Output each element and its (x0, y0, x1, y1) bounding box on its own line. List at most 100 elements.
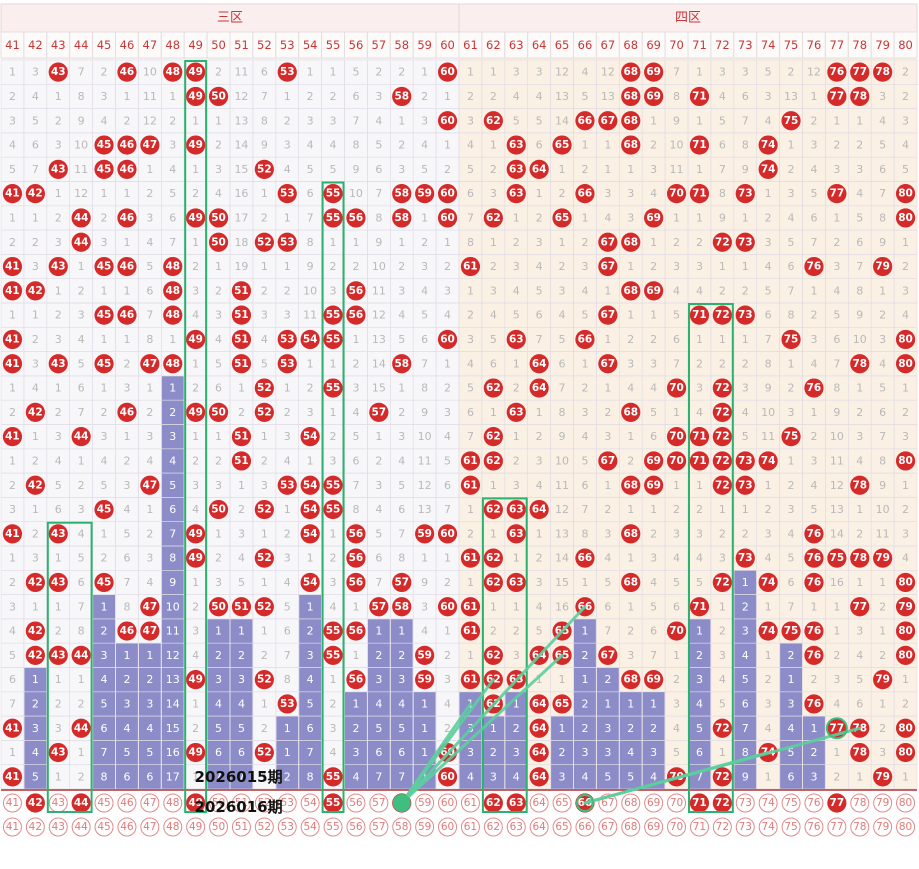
miss-count: 16 (234, 187, 248, 200)
column-header-label: 45 (97, 38, 112, 52)
hit-ball (117, 62, 137, 82)
miss-count: 5 (375, 527, 382, 540)
miss-count: 4 (536, 600, 543, 613)
hit-number: 67 (601, 309, 616, 321)
miss-count: 7 (719, 163, 726, 176)
miss-count: 13 (601, 90, 615, 103)
miss-count: 5 (810, 187, 817, 200)
hit-number: 44 (74, 236, 89, 248)
miss-count: 2 (879, 649, 886, 662)
hit-number: 51 (234, 455, 249, 467)
hit-ball (552, 694, 572, 714)
total-number: 52 (258, 797, 271, 809)
miss-count: 2 (788, 382, 795, 395)
miss-count: 2 (742, 357, 749, 370)
miss-count: 12 (830, 479, 844, 492)
miss-count: 4 (742, 649, 749, 662)
miss-count: 1 (490, 139, 497, 152)
hit-number: 55 (326, 188, 341, 200)
hit-ball (895, 451, 916, 471)
miss-count: 4 (146, 454, 153, 467)
hit-ball (117, 305, 137, 325)
miss-count: 7 (398, 770, 405, 783)
miss-count: 4 (32, 746, 39, 759)
hit-ball (850, 86, 870, 107)
miss-count: 2 (261, 454, 268, 467)
miss-count: 1 (32, 430, 39, 443)
hit-number: 62 (486, 382, 501, 394)
hit-ball (712, 378, 732, 398)
hit-ball (437, 208, 458, 228)
hit-number: 68 (623, 236, 638, 248)
miss-count: 2 (604, 673, 611, 686)
hit-ball (850, 354, 870, 374)
hit-number: 78 (875, 66, 890, 78)
miss-count: 5 (559, 333, 566, 346)
miss-count: 10 (853, 333, 867, 346)
total-ball-outline (209, 817, 229, 837)
total-number: 42 (29, 821, 42, 833)
miss-count: 3 (398, 430, 405, 443)
total-ball-outline (140, 817, 160, 837)
miss-count: 3 (627, 649, 634, 662)
miss-count: 1 (673, 479, 680, 492)
hit-ball (2, 329, 23, 350)
miss-count: 9 (261, 139, 268, 152)
column-header-label: 41 (5, 38, 20, 52)
miss-count: 1 (146, 649, 153, 662)
miss-count: 3 (490, 187, 497, 200)
hit-ball (873, 670, 893, 690)
miss-count: 4 (581, 430, 588, 443)
miss-count: 2 (627, 625, 634, 638)
miss-count: 3 (169, 430, 176, 443)
miss-count: 1 (833, 600, 840, 613)
hit-number: 60 (440, 188, 455, 200)
hit-number: 73 (738, 309, 753, 321)
miss-count: 1 (146, 163, 153, 176)
miss-count: 3 (444, 284, 451, 297)
hit-ball (94, 572, 114, 593)
total-number: 43 (52, 797, 65, 809)
miss-count: 10 (555, 454, 569, 467)
hit-ball (804, 621, 824, 641)
miss-count: 1 (215, 114, 222, 127)
miss-count: 1 (123, 430, 130, 443)
miss-count: 6 (261, 66, 268, 79)
hit-number: 53 (280, 333, 295, 345)
column-header-label: 76 (807, 38, 822, 52)
total-ball-outline (369, 817, 389, 837)
hit-ball (460, 256, 481, 277)
hit-number: 45 (97, 309, 112, 321)
hit-number: 67 (601, 236, 616, 248)
miss-count: 3 (284, 552, 291, 565)
miss-streak-bar (230, 618, 253, 789)
hit-number: 51 (234, 285, 249, 297)
miss-count: 5 (467, 382, 474, 395)
hit-ball (71, 427, 91, 447)
miss-count: 2 (55, 114, 62, 127)
hit-ball (827, 62, 847, 82)
total-number: 74 (761, 797, 775, 809)
total-number: 50 (212, 797, 225, 809)
miss-count: 17 (234, 211, 248, 224)
miss-count: 5 (78, 357, 85, 370)
column-header-cell (893, 31, 918, 59)
miss-count: 6 (421, 333, 428, 346)
hit-number: 53 (280, 479, 295, 491)
miss-count: 2 (810, 746, 817, 759)
miss-count: 2 (490, 625, 497, 638)
miss-count: 4 (467, 139, 474, 152)
miss-count: 3 (123, 697, 130, 710)
hit-ball (483, 645, 503, 665)
hit-number: 74 (761, 139, 776, 151)
hit-ball (483, 548, 503, 568)
hit-ball (781, 621, 801, 641)
miss-count: 3 (192, 625, 199, 638)
hit-ball (254, 670, 274, 690)
miss-count: 15 (372, 382, 386, 395)
miss-count: 1 (604, 139, 611, 152)
hit-number: 69 (646, 90, 661, 102)
hit-number: 64 (532, 771, 547, 783)
hit-ball (712, 718, 732, 738)
